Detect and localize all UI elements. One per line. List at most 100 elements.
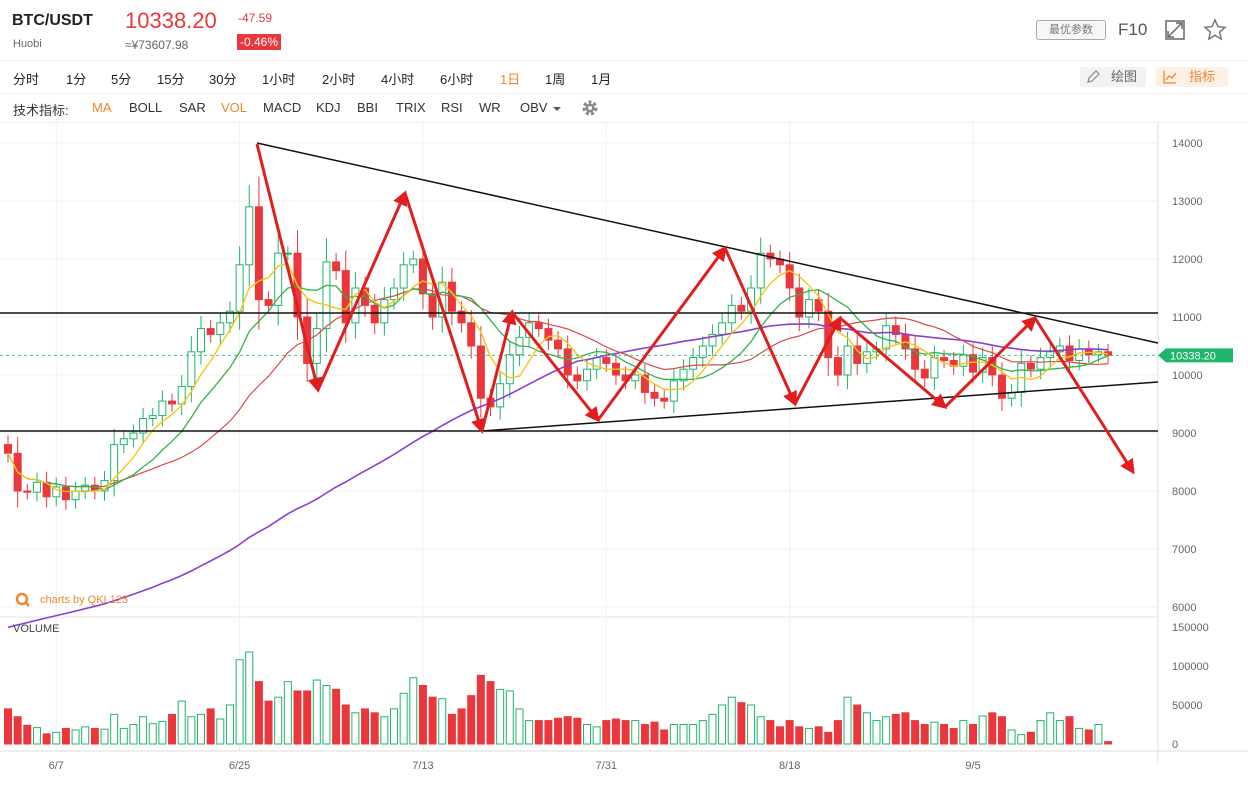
timeframe-5m[interactable]: 5分 — [111, 72, 132, 87]
timeframe-6h[interactable]: 6小时 — [440, 72, 474, 87]
indicator-kdj[interactable]: KDJ — [316, 100, 341, 115]
indicator-wr[interactable]: WR — [479, 100, 501, 115]
indicator-macd[interactable]: MACD — [263, 100, 302, 115]
zigzag-arrow — [510, 311, 600, 423]
volume-bar — [399, 692, 408, 745]
indicator-trix[interactable]: TRIX — [396, 100, 426, 115]
indicator-obv[interactable]: OBV — [520, 100, 548, 115]
volume-bar — [988, 712, 997, 745]
candle-up — [496, 383, 505, 408]
volume-bar — [795, 726, 804, 745]
volume-bar — [978, 715, 987, 745]
f10-button[interactable]: F10 — [1118, 20, 1148, 39]
candle-up — [882, 325, 891, 350]
volume-bar — [756, 716, 765, 745]
indicator-rsi[interactable]: RSI — [441, 100, 463, 115]
candle-up — [158, 400, 167, 417]
volume-bar — [351, 712, 360, 745]
candle-up — [505, 354, 514, 385]
candle-down — [853, 345, 862, 364]
candle-up — [81, 484, 90, 492]
pencil-icon — [1087, 70, 1100, 83]
candle-down — [370, 304, 379, 324]
volume-bar — [332, 688, 341, 745]
zigzag-arrow — [316, 190, 408, 391]
zigzag-arrow — [839, 316, 948, 409]
volume-bar — [129, 724, 138, 745]
price-change-pct: -0.46% — [237, 34, 282, 50]
timeframe-1d[interactable]: 1日 — [500, 72, 521, 87]
indicator-boll[interactable]: BOLL — [129, 100, 163, 115]
volume-bar — [1026, 731, 1035, 745]
candle-down — [573, 374, 582, 382]
volume-bar — [1007, 729, 1016, 745]
candle-up — [322, 261, 331, 330]
volume-bar — [920, 724, 929, 745]
timeframe-2h[interactable]: 2小时 — [322, 72, 356, 87]
volume-bar — [804, 727, 813, 745]
volume-bar — [997, 716, 1006, 745]
time-tick-label: 7/31 — [596, 760, 617, 772]
volume-bar — [583, 724, 591, 745]
candle-up — [930, 357, 939, 379]
volume-bar — [380, 716, 389, 745]
indicator-vol[interactable]: VOL — [221, 100, 248, 115]
candle-up — [708, 333, 717, 347]
volume-bar — [110, 713, 119, 745]
watermark-text: charts by QKL123 — [40, 594, 128, 606]
indicator-ma[interactable]: MA — [92, 100, 112, 115]
price-tick-label: 10000 — [1172, 370, 1203, 382]
candles — [4, 176, 1113, 510]
timeframe-1w[interactable]: 1周 — [545, 72, 566, 87]
timeframe-4h[interactable]: 4小时 — [381, 72, 415, 87]
candle-down — [428, 293, 437, 318]
indicator-sar[interactable]: SAR — [179, 100, 206, 115]
volume-tick-label: 0 — [1172, 739, 1178, 751]
volume-bar — [177, 700, 186, 745]
time-tick-label: 6/7 — [49, 760, 64, 772]
timeframe-fenshi[interactable]: 分时 — [13, 72, 40, 87]
volume-bar — [1104, 741, 1113, 745]
volume-bar — [525, 720, 534, 745]
volume-label: VOLUME — [13, 623, 59, 635]
ma20-line — [7, 287, 1109, 488]
chevron-down-icon[interactable] — [552, 105, 562, 113]
volume-bar — [1075, 727, 1084, 745]
draw-tool-button[interactable]: 绘图 — [1080, 67, 1146, 87]
volume-bar — [264, 700, 273, 745]
volume-bar — [785, 720, 794, 745]
price-chart[interactable]: 6000 7000 8000 9000 10000 11000 12000 13000 1400… — [0, 123, 1248, 787]
timeframe-1mo[interactable]: 1月 — [591, 72, 612, 87]
indicator-bbi[interactable]: BBI — [357, 100, 378, 115]
indicator-tool-button[interactable]: 指标 — [1156, 67, 1228, 87]
indicator-tool-label: 指标 — [1189, 69, 1216, 84]
timeframe-15m[interactable]: 15分 — [157, 72, 185, 87]
candle-down — [23, 490, 32, 493]
candle-down — [332, 261, 341, 272]
volume-bar — [52, 731, 61, 745]
timeframe-1h[interactable]: 1小时 — [262, 72, 296, 87]
timeframe-1m[interactable]: 1分 — [66, 72, 87, 87]
volume-bar — [274, 696, 283, 745]
volume-bar — [1055, 720, 1064, 745]
candle-down — [660, 397, 669, 402]
volume-bar — [679, 724, 688, 745]
best-params-button[interactable]: 最优参数 — [1036, 20, 1106, 40]
indicators-label: 技术指标: — [13, 103, 69, 118]
star-icon[interactable] — [1203, 18, 1227, 42]
timeframe-30m[interactable]: 30分 — [209, 72, 237, 87]
volume-bar — [42, 733, 51, 745]
volume-bar — [573, 717, 582, 745]
gear-icon[interactable] — [580, 98, 600, 118]
volume-bar — [71, 729, 80, 745]
volume-bar — [853, 704, 862, 745]
zigzag-arrows — [255, 143, 1135, 475]
price-tick-label: 9000 — [1172, 428, 1196, 440]
expand-icon[interactable] — [1163, 18, 1187, 42]
volume-bar — [505, 690, 514, 745]
candle-up — [32, 481, 41, 493]
candle-up — [110, 444, 119, 482]
volume-bar — [969, 724, 977, 745]
price-tick-label: 8000 — [1172, 486, 1196, 498]
volume-bar — [824, 731, 833, 745]
